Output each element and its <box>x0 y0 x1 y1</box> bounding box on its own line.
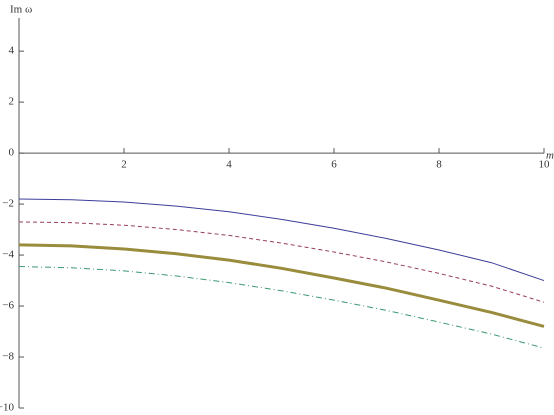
x-axis-label: m <box>546 150 554 162</box>
y-tick-label: −10 <box>0 402 14 414</box>
series-line <box>18 221 545 303</box>
series-line <box>18 198 545 282</box>
y-axis-label: Im ω <box>10 4 32 16</box>
x-tick-label: 10 <box>539 159 551 171</box>
y-tick-label: 0 <box>9 147 15 159</box>
y-tick-label: 2 <box>9 96 15 108</box>
y-tick-label: 4 <box>9 45 15 57</box>
y-tick-label: −4 <box>2 249 14 261</box>
x-tick-label: 8 <box>436 159 442 171</box>
y-tick-label: −2 <box>2 198 14 210</box>
series-line <box>18 243 545 328</box>
y-tick-label: −8 <box>2 351 14 363</box>
y-tick-label: −6 <box>2 300 14 312</box>
x-tick-label: 2 <box>121 159 127 171</box>
series-line <box>18 266 545 349</box>
x-tick-label: 6 <box>331 159 337 171</box>
x-tick-label: 4 <box>226 159 232 171</box>
